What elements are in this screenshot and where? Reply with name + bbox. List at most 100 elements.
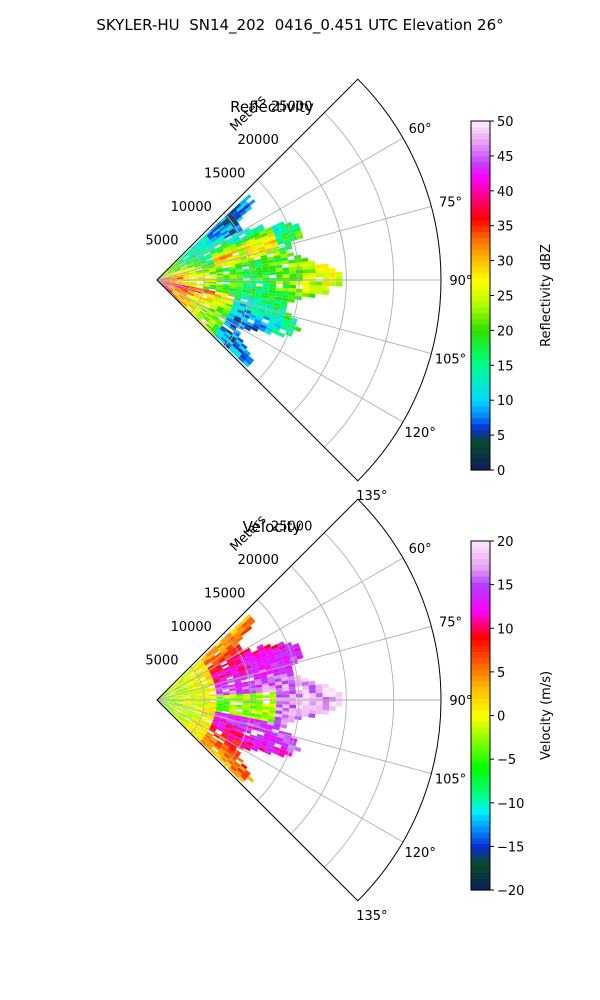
radar-gate <box>176 258 183 263</box>
radar-gate <box>211 659 219 665</box>
azimuth-tick-label: 135° <box>356 909 387 924</box>
radar-gate <box>278 644 286 651</box>
radar-gate <box>265 746 273 753</box>
radar-gate <box>214 753 221 760</box>
radar-gate <box>223 696 230 699</box>
radar-gate <box>273 671 281 677</box>
radar-gate <box>162 271 168 276</box>
radar-gate <box>176 677 182 683</box>
radar-gate <box>259 744 267 750</box>
radar-gate <box>182 285 190 288</box>
radar-gate <box>229 218 237 225</box>
radar-gate <box>176 696 184 699</box>
radar-gate <box>250 227 258 233</box>
radar-gate <box>231 307 238 312</box>
radar-gate <box>226 301 233 306</box>
radar-gate <box>286 747 294 754</box>
radar-gate <box>211 239 219 245</box>
radar-gate <box>315 705 323 711</box>
radar-gate <box>282 694 290 698</box>
colorbar-segment <box>471 452 490 459</box>
radar-gate <box>242 709 250 713</box>
azimuth-tick-label: 90° <box>449 274 472 289</box>
radar-gate <box>183 283 190 285</box>
radar-gate <box>189 285 197 288</box>
radar-gate <box>206 651 213 658</box>
radar-gate <box>163 700 171 702</box>
radar-gate <box>200 654 207 661</box>
colorbar-segment <box>471 278 490 285</box>
radar-gate <box>235 689 243 693</box>
radar-gate <box>233 761 241 768</box>
radar-gate <box>257 311 265 316</box>
colorbar-segment <box>471 150 490 157</box>
radar-gate <box>157 699 164 700</box>
radar-gate <box>231 333 239 340</box>
azimuth-gridline <box>156 137 404 281</box>
radar-gate <box>204 315 211 321</box>
radar-gate <box>229 704 237 707</box>
radar-gate <box>248 736 256 742</box>
radar-gate <box>207 714 215 718</box>
radar-gate <box>207 715 214 719</box>
radar-gate <box>217 725 225 731</box>
radar-gate <box>196 273 203 276</box>
radar-gate <box>282 687 290 692</box>
radar-gate <box>188 710 195 714</box>
colorbar-tick-label: −5 <box>497 753 516 768</box>
colorbar-segment <box>471 196 490 204</box>
radar-gate <box>282 654 290 661</box>
radar-gate <box>274 296 282 301</box>
colorbar-segment <box>471 616 490 624</box>
radar-gate <box>247 297 255 302</box>
radar-gate <box>275 740 283 746</box>
radar-gate <box>235 711 243 715</box>
radar-gate <box>243 769 251 776</box>
radar-gate <box>240 676 248 681</box>
radar-gate <box>196 280 204 282</box>
radar-gate <box>187 670 194 676</box>
radar-gate <box>191 718 199 723</box>
radar-gate <box>321 263 329 269</box>
radar-gate <box>232 254 240 259</box>
radar-gate <box>242 734 250 739</box>
radar-gate <box>290 317 298 323</box>
radar-gate <box>262 289 270 293</box>
radar-gate <box>237 309 245 314</box>
radar-gate <box>261 680 269 685</box>
radar-gate <box>238 356 245 363</box>
radar-gate <box>279 307 287 313</box>
radar-gate <box>206 679 214 683</box>
radar-gate <box>186 726 192 732</box>
radar-gate <box>224 320 232 326</box>
radar-gate <box>267 301 275 306</box>
radar-gate <box>229 272 237 275</box>
radar-gate <box>176 278 184 280</box>
radar-gate <box>289 284 297 289</box>
radar-gate <box>269 701 277 705</box>
radar-gate <box>169 272 176 276</box>
radar-gate <box>163 695 170 698</box>
radar-gate <box>261 655 269 661</box>
radar-gate <box>249 240 257 246</box>
radar-gate <box>266 673 274 678</box>
radar-gate <box>242 268 250 272</box>
radar-gate <box>227 339 234 346</box>
radar-gate <box>204 302 212 307</box>
radar-gate <box>203 274 210 277</box>
radar-gate <box>183 277 191 279</box>
radar-gate <box>302 285 310 290</box>
radar-gate <box>249 700 257 704</box>
radar-gate <box>163 697 171 699</box>
radar-gate <box>203 284 210 286</box>
radar-gate <box>234 262 242 267</box>
radar-gate <box>267 721 275 726</box>
radar-gate <box>275 264 283 269</box>
radar-gate <box>176 282 184 285</box>
colorbar-segment <box>471 610 490 618</box>
radar-gate <box>308 684 316 690</box>
radar-gate <box>289 701 297 705</box>
radar-gate <box>260 232 268 238</box>
radar-gate <box>223 704 230 707</box>
radar-gate <box>167 288 173 293</box>
